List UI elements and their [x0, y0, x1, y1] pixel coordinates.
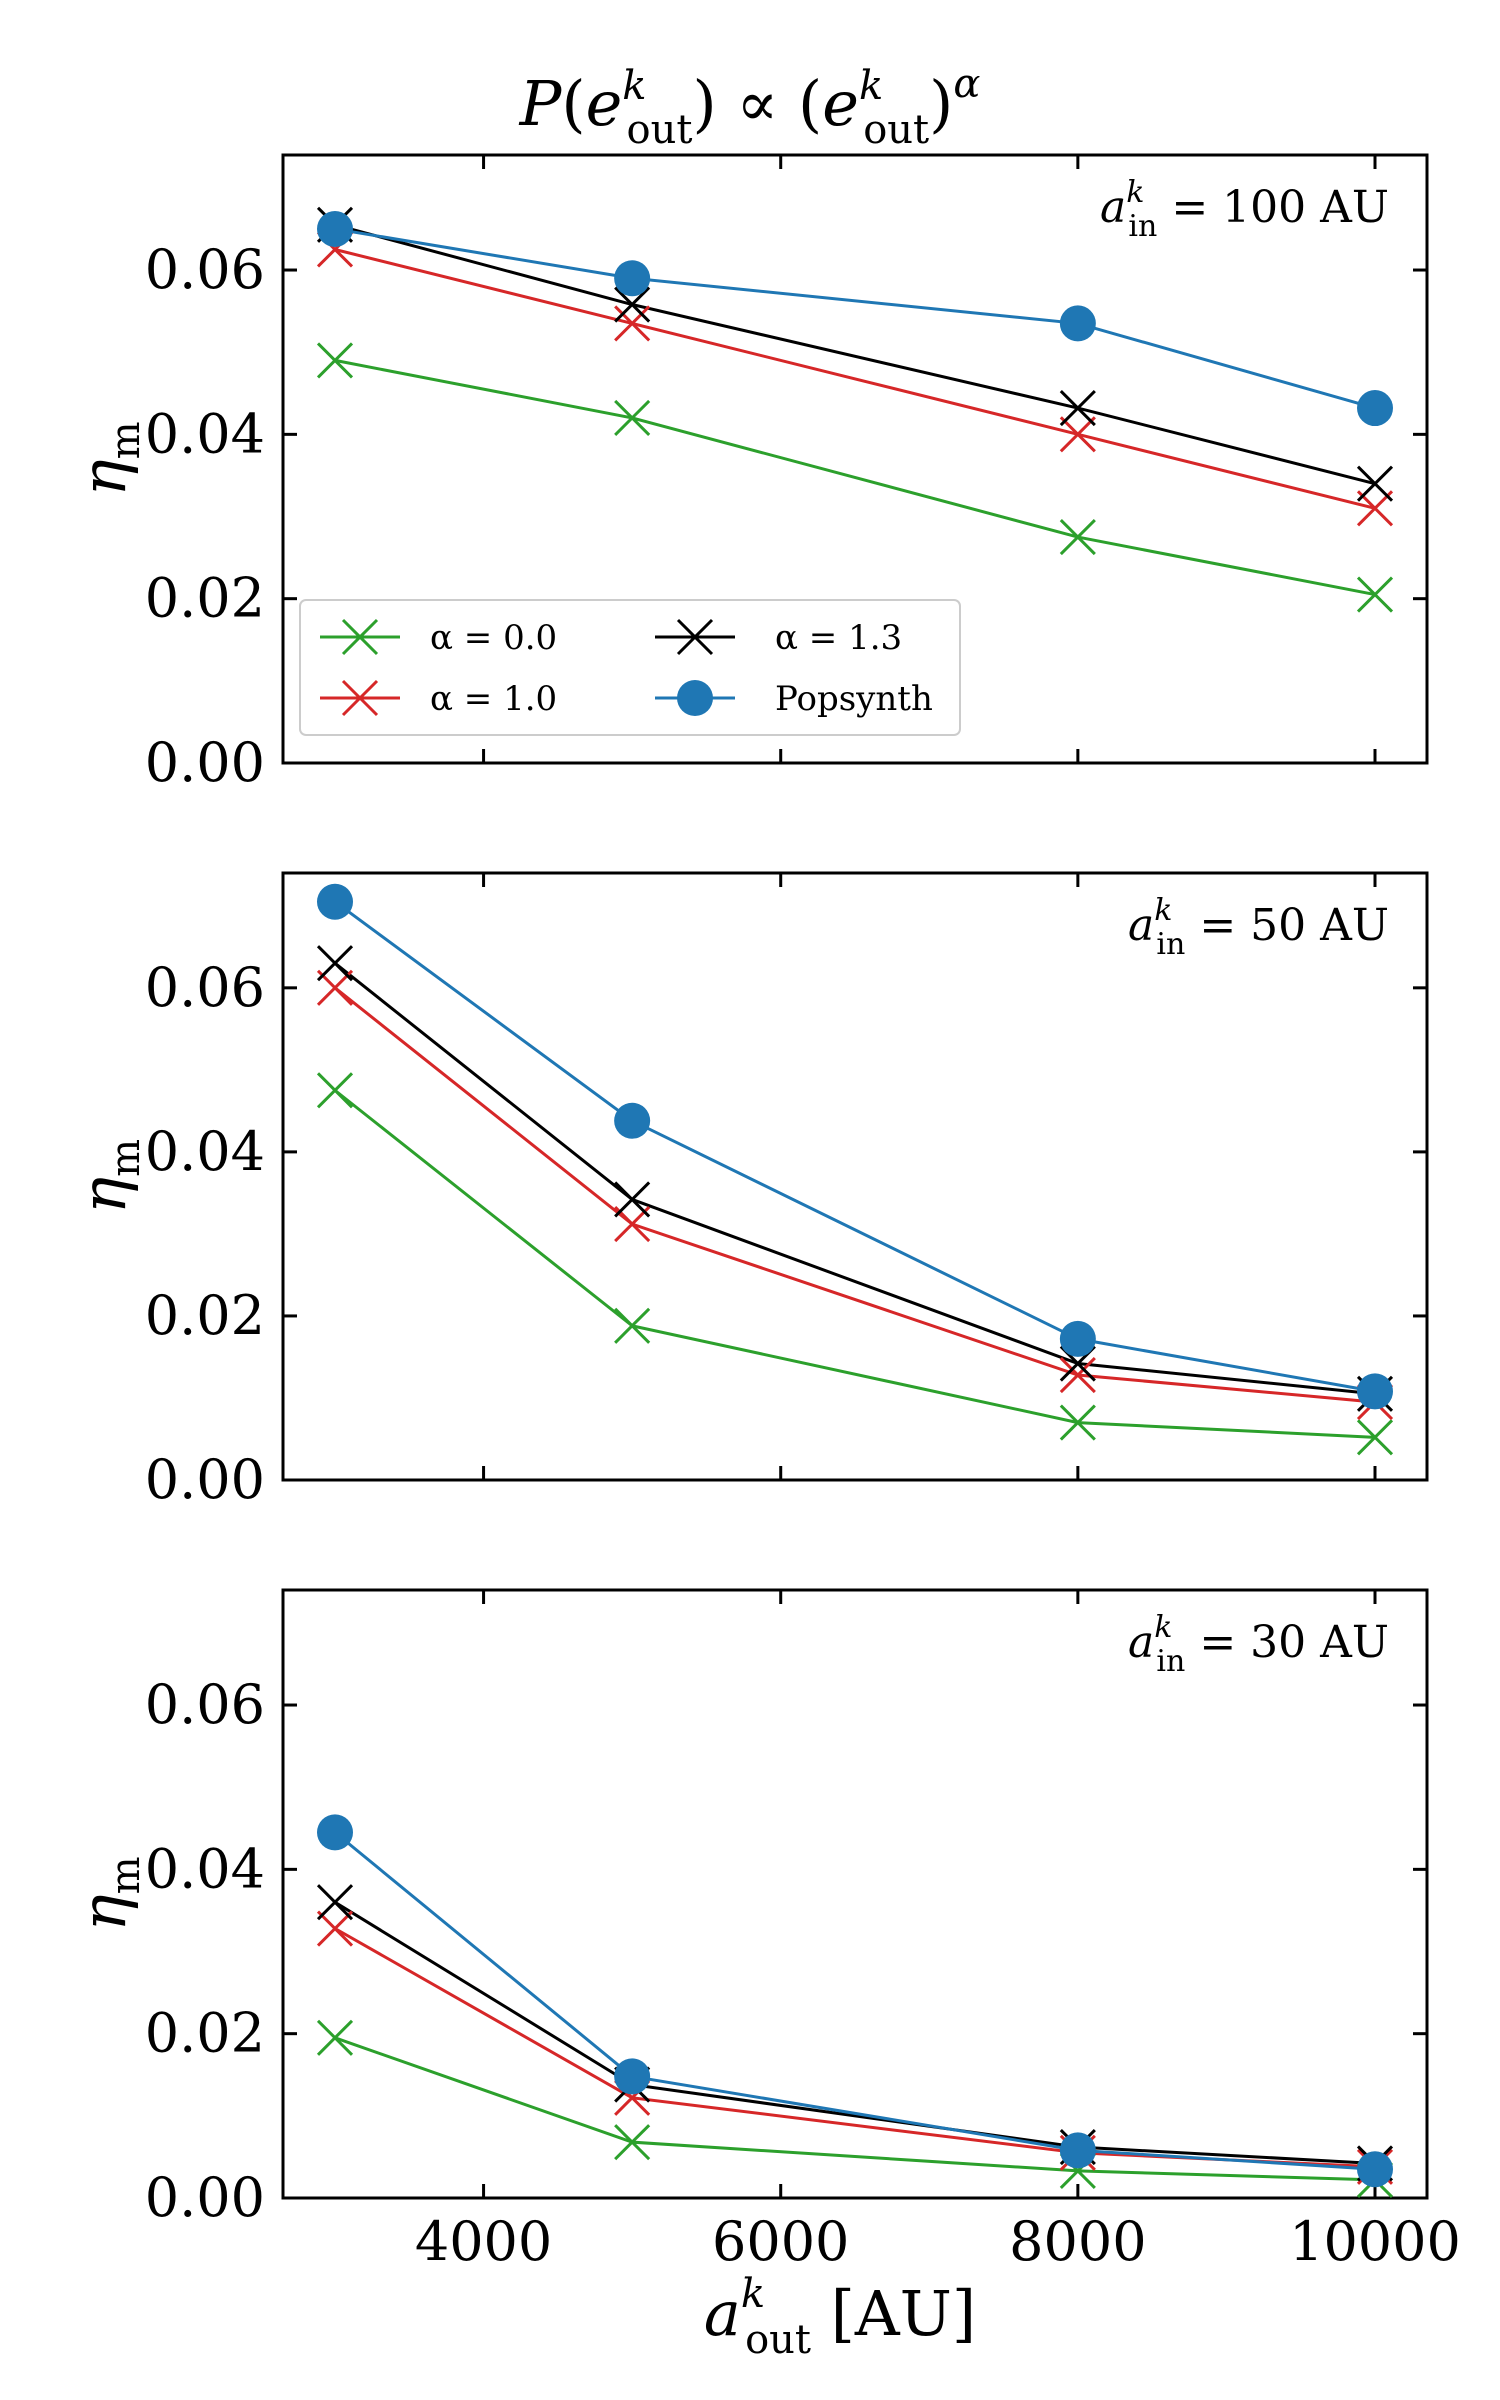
y-tick-label: 0.04	[145, 1120, 265, 1183]
data-point-x	[614, 305, 651, 342]
data-point-x	[614, 1181, 651, 1218]
series-line	[334, 227, 1376, 410]
data-point-circle	[1357, 1373, 1393, 1410]
data-point-circle	[1059, 305, 1096, 342]
y-tick-label: 0.02	[145, 1284, 265, 1347]
x-axis-label: ak out [AU]	[704, 2271, 976, 2363]
figure-title: P(ek out) ∝ (ek out)α	[519, 61, 981, 153]
data-point-x	[316, 1910, 354, 1947]
legend-label-alpha-13: α = 1.3	[775, 618, 902, 658]
y-tick-label: 0.00	[145, 2166, 265, 2229]
data-point-circle	[1059, 2132, 1096, 2169]
series-line	[334, 358, 1376, 597]
axes-frame	[281, 1588, 1429, 2200]
series-line	[334, 223, 1376, 486]
data-point-circle	[317, 210, 353, 247]
x-tick-label: 4000	[415, 2210, 552, 2273]
data-point-circle	[614, 2058, 651, 2095]
series-line	[334, 962, 1376, 1396]
data-point-x	[1059, 389, 1096, 427]
data-point-x	[316, 945, 354, 982]
y-tick-label: 0.00	[145, 731, 265, 794]
data-point-x	[316, 2019, 354, 2056]
y-tick-label: 0.00	[145, 1448, 265, 1511]
legend-entry-alpha-13: α = 1.3	[655, 618, 902, 658]
chart-panel-3: 0.00 0.02 0.04 0.06 4000 6000 8000 10000 ηm ak in …	[67, 1588, 1461, 2273]
series-line	[334, 1089, 1376, 1439]
legend-entry-alpha-0: α = 0.0	[320, 618, 557, 658]
data-point-x	[316, 1072, 354, 1109]
axes-frame	[281, 153, 1429, 765]
series-line	[334, 248, 1376, 510]
x-tick-label: 10000	[1289, 2210, 1461, 2273]
data-point-x	[614, 2124, 651, 2161]
data-point-circle	[317, 1814, 353, 1851]
data-point-x	[1356, 465, 1394, 502]
data-point-x	[316, 342, 354, 379]
legend-marker-x-icon	[676, 618, 714, 656]
panel-annotation: ak in = 50 AU	[1128, 893, 1389, 962]
series-line	[334, 900, 1376, 1393]
y-tick-label: 0.06	[145, 238, 265, 301]
panel-annotation: ak in = 100 AU	[1100, 175, 1389, 244]
y-axis-label: ηm	[67, 1856, 149, 1931]
data-point-x	[1059, 518, 1096, 556]
data-point-circle	[1059, 1320, 1096, 1357]
data-point-circle	[1357, 390, 1393, 427]
data-point-circle	[317, 883, 353, 920]
data-point-x	[1356, 576, 1394, 613]
data-point-circle	[614, 260, 651, 297]
legend-marker-x-icon	[341, 618, 379, 656]
legend-entry-alpha-1: α = 1.0	[320, 679, 557, 719]
data-point-x	[1059, 416, 1096, 453]
legend-label-alpha-1: α = 1.0	[430, 679, 557, 719]
data-point-circle	[1357, 2151, 1393, 2188]
y-axis-label: ηm	[67, 421, 149, 496]
y-tick-label: 0.06	[145, 956, 265, 1019]
data-point-x	[1356, 1419, 1394, 1456]
chart-panel-2: 0.00 0.02 0.04 0.06 ηm ak in = 50 AU	[67, 871, 1429, 1511]
data-point-circle	[614, 1102, 651, 1139]
data-point-x	[614, 1307, 651, 1344]
series-line	[334, 986, 1376, 1404]
x-tick-label: 6000	[712, 2210, 849, 2273]
legend-box	[299, 599, 961, 736]
data-point-x	[614, 399, 651, 436]
series-line	[334, 1927, 1376, 2169]
y-tick-label: 0.04	[145, 1837, 265, 1900]
series-line	[334, 1900, 1376, 2165]
series-line	[334, 1831, 1376, 2171]
y-axis-label: ηm	[67, 1139, 149, 1214]
legend-marker-circle-icon	[677, 680, 713, 716]
series-line	[334, 2036, 1376, 2182]
data-point-x	[614, 286, 651, 323]
axes-frame	[281, 871, 1429, 1482]
chart-panel-1: 0.00 0.02 0.04 0.06 ηm ak in = 100 AU	[67, 153, 1429, 794]
y-tick-label: 0.06	[145, 1673, 265, 1736]
legend-marker-x-icon	[341, 679, 379, 717]
y-tick-label: 0.04	[145, 402, 265, 465]
legend-label-alpha-0: α = 0.0	[430, 618, 557, 658]
legend: α = 0.0 α = 1.3 α = 1.0 Popsynth	[299, 599, 961, 736]
data-point-x	[316, 1884, 354, 1921]
legend-label-popsynth: Popsynth	[775, 679, 933, 719]
y-tick-label: 0.02	[145, 2002, 265, 2065]
data-point-x	[1059, 1356, 1096, 1394]
x-tick-label: 8000	[1009, 2210, 1146, 2273]
y-tick-label: 0.02	[145, 567, 265, 630]
legend-entry-popsynth: Popsynth	[655, 679, 933, 719]
data-point-x	[1059, 1404, 1096, 1441]
panel-annotation: ak in = 30 AU	[1128, 1610, 1389, 1679]
